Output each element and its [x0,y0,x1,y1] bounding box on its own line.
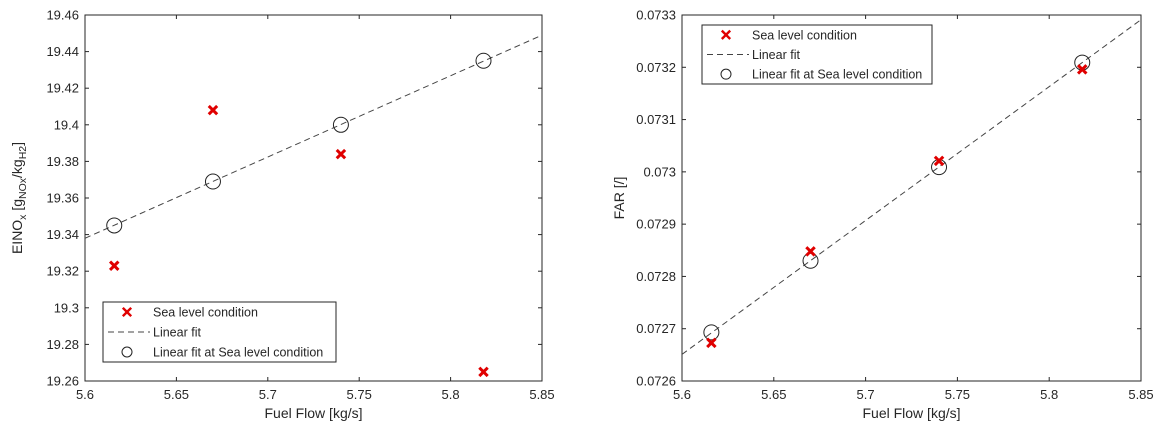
y-tick-label: 19.42 [46,81,79,96]
fit-point [106,217,123,234]
sea-level-point [207,104,219,116]
y-tick-label: 19.46 [46,8,79,23]
x-axis-label: Fuel Flow [kg/s] [264,405,362,421]
legend-marker-x [121,306,133,318]
fit-point [703,324,720,341]
y-tick-label: 0.0731 [636,112,676,127]
y-axis-label-part: H2 [17,146,29,160]
y-tick-label: 19.3 [54,300,79,315]
legend-entry-label: Linear fit at Sea level condition [752,68,922,82]
chart-einox: 5.6 5.65 5.7 5.75 5.8 5.85 19.26 19.28 19.3 19.32… [9,8,555,422]
sea-level-point [805,246,816,257]
chart-far: 5.6 5.65 5.7 5.75 5.8 5.85 0.0726 0.0727 0.0728 0… [611,8,1154,422]
sea-level-point [478,366,489,378]
sea-level-point [1076,64,1088,75]
y-tick-label: 19.4 [54,117,79,132]
legend-entry-label: Linear fit [752,48,800,62]
x-tick-label: 5.85 [529,387,554,402]
x-tick-label: 5.65 [761,387,786,402]
x-tick-label: 5.7 [857,387,875,402]
legend-marker-circle [121,346,133,358]
x-tick-label: 5.8 [1040,387,1058,402]
y-tick-label: 19.32 [46,264,79,279]
y-tick-label: 0.0729 [636,217,676,232]
y-axis-label-part: /kg [9,159,25,178]
fit-point [204,173,221,190]
x-tick-label: 5.75 [347,387,372,402]
x-tick-label: 5.75 [945,387,970,402]
legend-marker-circle [720,68,732,80]
y-axis-label-part: x [17,214,29,220]
y-axis-label-part: [g [9,199,25,215]
y-tick-label: 0.0727 [636,321,676,336]
y-tick-label: 0.0733 [636,8,676,23]
linear-fit-line [682,19,1141,355]
legend-entry-label: Sea level condition [752,28,857,42]
legend: Sea level condition Linear fit Linear fit … [102,301,337,363]
sea-level-point [933,155,945,167]
y-axis-label: EINOx [gNOx/kgH2] [9,142,29,254]
y-tick-label: 19.44 [46,44,79,59]
y-tick-label: 0.0726 [636,374,676,389]
x-tick-label: 5.65 [164,387,189,402]
legend-entry-label: Linear fit at Sea level condition [153,346,323,360]
y-tick-label: 0.073 [643,164,676,179]
sea-level-point [706,337,717,349]
y-tick-label: 19.36 [46,191,79,206]
y-axis-label: FAR [/] [611,177,627,220]
x-tick-label: 5.6 [76,387,94,402]
y-axis-label-part: FAR [/] [611,177,627,220]
legend-marker-x [720,29,732,40]
y-axis-label-part: EINO [9,220,25,254]
legend-entry-label: Sea level condition [153,306,258,320]
y-tick-label: 0.0728 [636,269,676,284]
sea-level-point [108,260,120,271]
y-tick-label: 19.34 [46,227,79,242]
legend: Sea level condition Linear fit Linear fit … [701,24,933,85]
y-tick-label: 19.38 [46,154,79,169]
x-tick-label: 5.8 [442,387,460,402]
fit-point [475,52,492,69]
fit-point [332,116,349,133]
y-axis-label-part: NOx [17,177,29,199]
x-tick-label: 5.7 [259,387,277,402]
x-axis-label: Fuel Flow [kg/s] [862,405,960,421]
y-axis-label-part: ] [9,142,25,146]
x-tick-label: 5.6 [673,387,691,402]
y-tick-label: 0.0732 [636,60,676,75]
linear-fit-line [85,34,542,239]
y-tick-label: 19.28 [46,337,79,352]
legend-entry-label: Linear fit [153,326,201,340]
x-tick-label: 5.85 [1128,387,1153,402]
sea-level-point [335,148,347,160]
y-tick-label: 19.26 [46,374,79,389]
